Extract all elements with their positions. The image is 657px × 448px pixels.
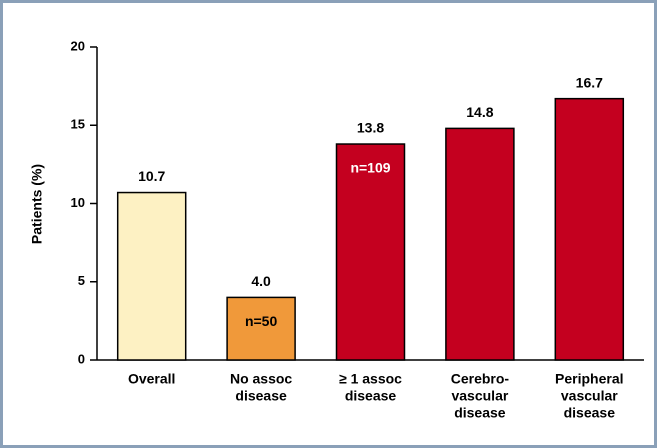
x-tick-label: disease	[454, 405, 506, 421]
x-tick-label: disease	[345, 388, 397, 404]
x-tick-label: vascular	[561, 388, 618, 404]
value-label: 14.8	[466, 104, 493, 120]
value-label: 10.7	[138, 168, 165, 184]
bar	[116, 191, 187, 361]
y-tick-label: 20	[71, 38, 85, 53]
x-tick-label: Peripheral	[555, 371, 623, 387]
value-label: 4.0	[251, 273, 271, 289]
y-tick-label: 15	[71, 117, 85, 132]
x-tick-label: No assoc	[230, 371, 292, 387]
value-label: 13.8	[357, 120, 384, 136]
x-tick-label: vascular	[451, 388, 508, 404]
bar	[554, 97, 625, 361]
x-tick-label: ≥ 1 assoc	[339, 371, 402, 387]
bar	[335, 143, 406, 361]
y-tick-label: 10	[71, 195, 85, 210]
bar-note: n=50	[245, 313, 278, 329]
value-label: 16.7	[576, 74, 603, 90]
x-tick-label: Overall	[128, 371, 175, 387]
x-tick-label: disease	[235, 388, 287, 404]
x-tick-label: disease	[564, 405, 616, 421]
bar	[445, 127, 515, 361]
bar-note: n=109	[350, 160, 390, 176]
x-tick-label: Cerebro-	[451, 371, 510, 387]
y-tick-label: 0	[78, 351, 85, 366]
bar	[226, 296, 296, 361]
y-axis-label: Patients (%)	[29, 164, 45, 244]
y-tick-label: 5	[78, 273, 85, 288]
